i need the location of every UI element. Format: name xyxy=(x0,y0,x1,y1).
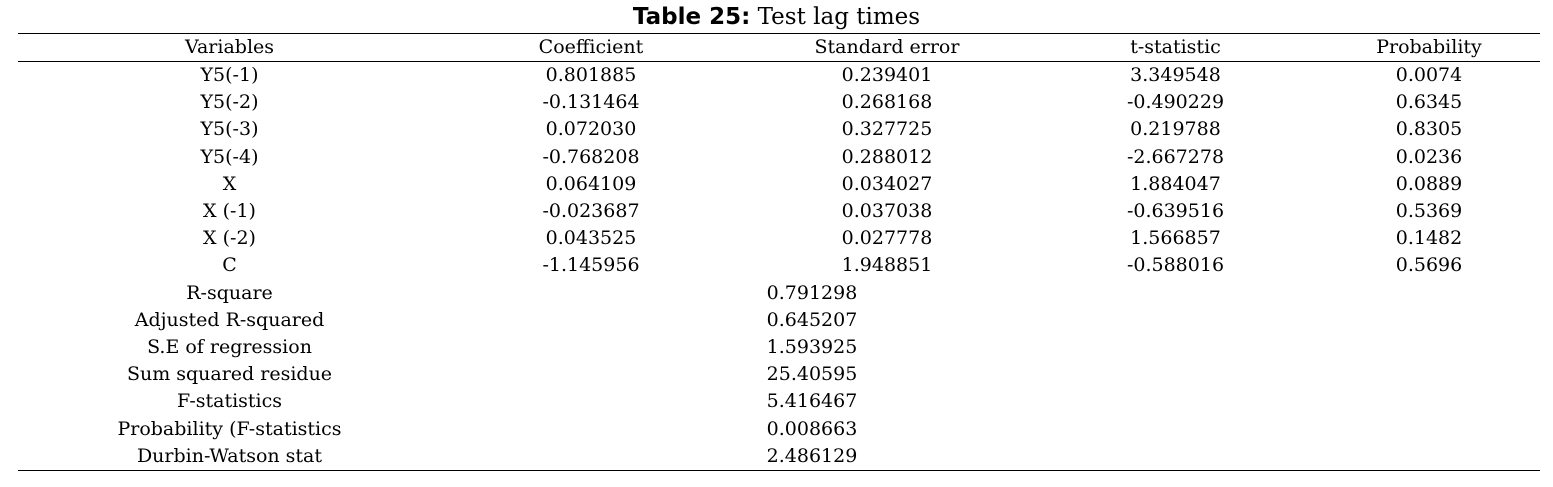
table-row: Y5(-1) 0.801885 0.239401 3.349548 0.0074 xyxy=(18,62,1540,90)
cell-probability: 0.5369 xyxy=(1395,200,1463,223)
cell-standard-error: 1.948851 xyxy=(841,254,933,277)
table-caption-title: Test lag times xyxy=(757,4,921,30)
table-row: X (-1) -0.023687 0.037038 -0.639516 0.53… xyxy=(18,198,1540,225)
stat-value: 0.645207 xyxy=(766,308,858,331)
cell-coefficient: 0.064109 xyxy=(545,172,637,195)
cell-t-statistic: 3.349548 xyxy=(1130,64,1221,87)
stat-label: R-square xyxy=(186,281,273,304)
stat-row: F-statistics 5.416467 xyxy=(18,388,1540,415)
cell-t-statistic: -0.639516 xyxy=(1126,200,1225,223)
regression-table: Variables Coefficient Standard error t-s… xyxy=(18,33,1540,471)
cell-t-statistic: -2.667278 xyxy=(1126,145,1225,168)
cell-coefficient: 0.072030 xyxy=(545,118,637,141)
cell-coefficient: -1.145956 xyxy=(542,254,640,277)
cell-coefficient: 0.043525 xyxy=(545,227,637,250)
table-row: Y5(-3) 0.072030 0.327725 0.219788 0.8305 xyxy=(18,116,1540,143)
table-row: X 0.064109 0.034027 1.884047 0.0889 xyxy=(18,171,1540,198)
header-standard-error: Standard error xyxy=(741,33,1033,62)
cell-standard-error: 0.239401 xyxy=(841,64,933,87)
cell-coefficient: 0.801885 xyxy=(545,64,637,87)
cell-t-statistic: 1.884047 xyxy=(1130,172,1221,195)
cell-variable: X (-2) xyxy=(203,227,256,250)
stat-label: Probability (F-statistics xyxy=(117,417,342,440)
cell-t-statistic: -0.588016 xyxy=(1126,254,1225,277)
header-variables: Variables xyxy=(18,33,441,62)
header-coefficient: Coefficient xyxy=(441,33,741,62)
cell-t-statistic: 1.566857 xyxy=(1130,227,1221,250)
cell-variable: X (-1) xyxy=(203,200,256,223)
cell-probability: 0.5696 xyxy=(1395,254,1463,277)
cell-standard-error: 0.327725 xyxy=(841,118,933,141)
stat-row: Probability (F-statistics 0.008663 xyxy=(18,415,1540,442)
stat-value: 2.486129 xyxy=(441,442,1033,471)
table-row: X (-2) 0.043525 0.027778 1.566857 0.1482 xyxy=(18,225,1540,252)
cell-probability: 0.6345 xyxy=(1395,91,1463,114)
cell-standard-error: 0.288012 xyxy=(841,145,933,168)
table-caption: Table 25: Test lag times xyxy=(0,2,1553,32)
stat-value: 5.416467 xyxy=(766,390,858,413)
table-row: Y5(-2) -0.131464 0.268168 -0.490229 0.63… xyxy=(18,89,1540,116)
cell-variable: X xyxy=(222,172,237,195)
stat-value: 1.593925 xyxy=(766,335,858,358)
table-row: C -1.145956 1.948851 -0.588016 0.5696 xyxy=(18,252,1540,279)
stat-row: R-square 0.791298 xyxy=(18,280,1540,307)
stat-label: F-statistics xyxy=(176,390,283,413)
stat-row: S.E of regression 1.593925 xyxy=(18,334,1540,361)
table-row: Y5(-4) -0.768208 0.288012 -2.667278 0.02… xyxy=(18,144,1540,171)
cell-variable: Y5(-2) xyxy=(200,91,259,114)
stat-row: Adjusted R-squared 0.645207 xyxy=(18,307,1540,334)
stat-label: Durbin-Watson stat xyxy=(18,442,441,471)
cell-t-statistic: -0.490229 xyxy=(1126,91,1225,114)
table-caption-label: Table 25: xyxy=(632,4,751,30)
stat-value: 0.008663 xyxy=(766,417,858,440)
table-header-row: Variables Coefficient Standard error t-s… xyxy=(18,33,1540,62)
stat-label: S.E of regression xyxy=(147,335,312,358)
cell-standard-error: 0.027778 xyxy=(841,227,933,250)
cell-probability: 0.0236 xyxy=(1395,145,1463,168)
cell-variable: C xyxy=(222,254,237,277)
cell-probability: 0.1482 xyxy=(1395,227,1463,250)
cell-coefficient: -0.023687 xyxy=(542,200,640,223)
cell-variable: Y5(-1) xyxy=(200,64,259,87)
cell-probability: 0.8305 xyxy=(1395,118,1463,141)
stat-label: Sum squared residue xyxy=(126,363,333,386)
header-probability: Probability xyxy=(1318,33,1540,62)
cell-probability: 0.0889 xyxy=(1395,172,1463,195)
stat-value: 25.40595 xyxy=(766,363,858,386)
cell-variable: Y5(-4) xyxy=(200,145,259,168)
cell-probability: 0.0074 xyxy=(1395,64,1463,87)
cell-variable: Y5(-3) xyxy=(200,118,259,141)
cell-standard-error: 0.034027 xyxy=(841,172,933,195)
cell-standard-error: 0.037038 xyxy=(841,200,933,223)
stat-row: Sum squared residue 25.40595 xyxy=(18,361,1540,388)
stat-label: Adjusted R-squared xyxy=(134,308,325,331)
cell-coefficient: -0.768208 xyxy=(542,145,640,168)
cell-coefficient: -0.131464 xyxy=(542,91,640,114)
header-t-statistic: t-statistic xyxy=(1033,33,1318,62)
stat-value: 0.791298 xyxy=(766,281,858,304)
stat-row: Durbin-Watson stat 2.486129 xyxy=(18,442,1540,471)
cell-t-statistic: 0.219788 xyxy=(1130,118,1221,141)
cell-standard-error: 0.268168 xyxy=(841,91,933,114)
